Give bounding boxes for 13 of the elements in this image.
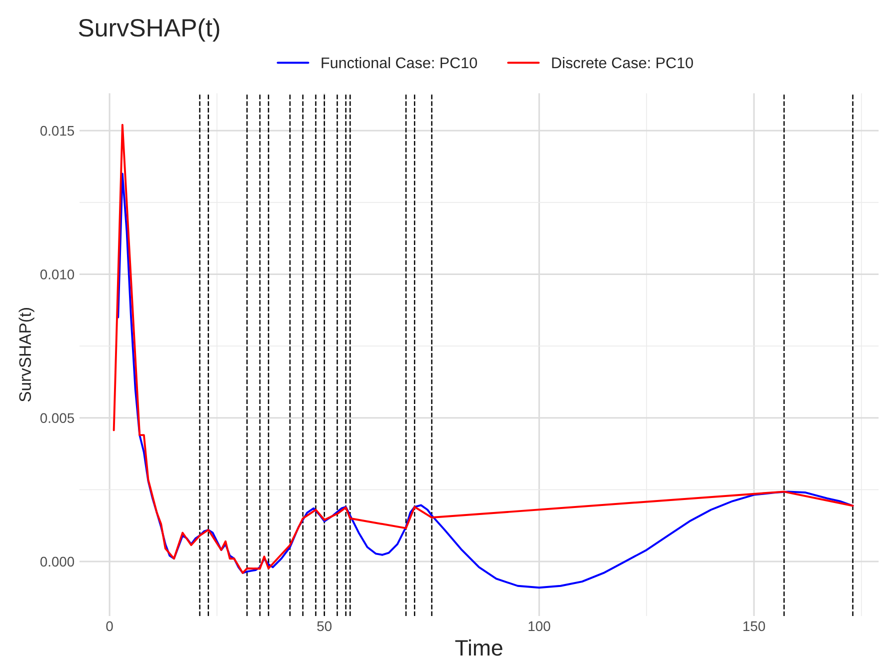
x-tick-label: 0	[106, 621, 113, 632]
x-tick-label: 100	[528, 621, 550, 632]
x-axis-title: Time	[455, 639, 502, 656]
x-tick-label: 50	[317, 621, 332, 632]
y-tick-label: 0.000	[40, 556, 74, 567]
legend-label: Functional Case: PC10	[322, 57, 478, 68]
y-axis-title: SurvSHAP(t)	[18, 308, 34, 402]
y-tick-label: 0.005	[40, 413, 74, 424]
y-tick-label: 0.010	[40, 270, 74, 280]
legend-label: Discrete Case: PC10	[552, 57, 693, 68]
y-tick-label: 0.015	[40, 126, 74, 136]
chart-title: SurvSHAP(t)	[78, 18, 220, 42]
x-tick-label: 150	[743, 621, 766, 632]
